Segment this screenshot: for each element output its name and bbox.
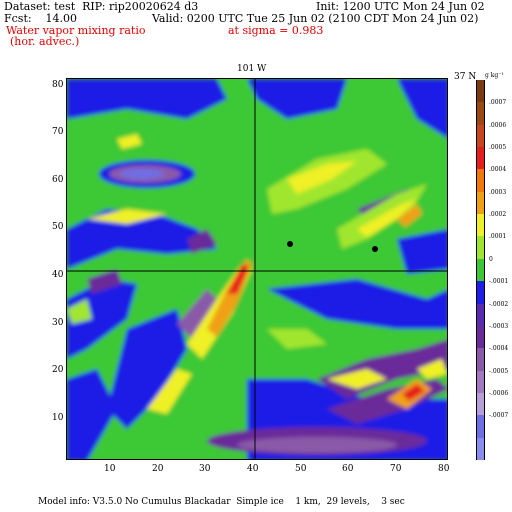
x-tick: 80 bbox=[438, 464, 450, 474]
y-tick: 60 bbox=[52, 175, 64, 185]
colorbar-label: -.0007 bbox=[489, 412, 509, 420]
field-name: Water vapor mixing ratio bbox=[6, 24, 146, 37]
colorbar-label: -.0004 bbox=[489, 345, 509, 353]
y-tick: 80 bbox=[52, 80, 64, 90]
colorbar-label: .0007 bbox=[489, 99, 507, 107]
latitude-marker: 37 N bbox=[454, 72, 477, 82]
colorbar-label: 0 bbox=[489, 255, 493, 263]
colorbar-swatch bbox=[476, 147, 485, 170]
colorbar-units: g kg⁻¹ bbox=[485, 72, 504, 79]
colorbar-swatch bbox=[476, 281, 485, 305]
level-label: at sigma = 0.983 bbox=[228, 24, 324, 37]
map-plot-area[interactable] bbox=[66, 78, 448, 460]
colorbar-label: .0004 bbox=[489, 166, 507, 174]
y-tick: 10 bbox=[52, 413, 64, 423]
colorbar-swatch bbox=[476, 348, 485, 372]
x-tick: 50 bbox=[295, 464, 307, 474]
colorbar-swatch bbox=[476, 370, 485, 394]
colorbar-label: .0002 bbox=[489, 211, 507, 219]
x-tick: 40 bbox=[247, 464, 259, 474]
colorbar-label: .0003 bbox=[489, 188, 507, 196]
colorbar-swatch bbox=[476, 191, 485, 215]
colorbar-label: -.0002 bbox=[489, 300, 509, 308]
y-tick: 40 bbox=[52, 270, 64, 280]
colorbar-swatch bbox=[476, 303, 485, 327]
colorbar-swatch bbox=[476, 392, 485, 416]
colorbar-swatch bbox=[476, 236, 485, 260]
y-tick: 50 bbox=[52, 222, 64, 232]
model-info: Model info: V3.5.0 No Cumulus Blackadar … bbox=[38, 497, 405, 507]
valid-time: Valid: 0200 UTC Tue 25 Jun 02 (2100 CDT … bbox=[152, 12, 479, 25]
colorbar-swatch bbox=[476, 102, 485, 126]
colorbar-label: -.0001 bbox=[489, 278, 509, 286]
colorbar-swatch bbox=[476, 437, 485, 461]
y-tick: 30 bbox=[52, 318, 64, 328]
colorbar-swatch bbox=[476, 169, 485, 193]
init-time: Init: 1200 UTC Mon 24 Jun 02 bbox=[316, 0, 485, 13]
x-tick: 30 bbox=[199, 464, 211, 474]
colorbar-label: -.0006 bbox=[489, 389, 509, 397]
colorbar-swatch bbox=[476, 124, 485, 148]
colorbar-swatch bbox=[476, 80, 485, 103]
x-tick: 60 bbox=[342, 464, 354, 474]
mixing-ratio-field bbox=[67, 79, 447, 459]
y-tick: 70 bbox=[52, 127, 64, 137]
colorbar-label: .0005 bbox=[489, 144, 507, 152]
colorbar-label: .0006 bbox=[489, 121, 507, 129]
x-tick: 10 bbox=[104, 464, 116, 474]
x-tick: 70 bbox=[390, 464, 402, 474]
dataset-label: Dataset: test RIP: rip20020624 d3 bbox=[4, 0, 199, 13]
colorbar-swatch bbox=[476, 214, 485, 237]
colorbar-label: -.0003 bbox=[489, 322, 509, 330]
field-subtitle: (hor. advec.) bbox=[10, 35, 80, 48]
colorbar-label: -.0005 bbox=[489, 367, 509, 375]
y-tick: 20 bbox=[52, 365, 64, 375]
colorbar-swatch bbox=[476, 325, 485, 349]
colorbar-swatch bbox=[476, 258, 485, 282]
colorbar-swatch bbox=[476, 415, 485, 439]
colorbar-label: .0001 bbox=[489, 233, 507, 241]
forecast-hour: Fcst: 14.00 bbox=[4, 12, 78, 25]
longitude-marker: 101 W bbox=[237, 64, 267, 74]
x-tick: 20 bbox=[152, 464, 164, 474]
